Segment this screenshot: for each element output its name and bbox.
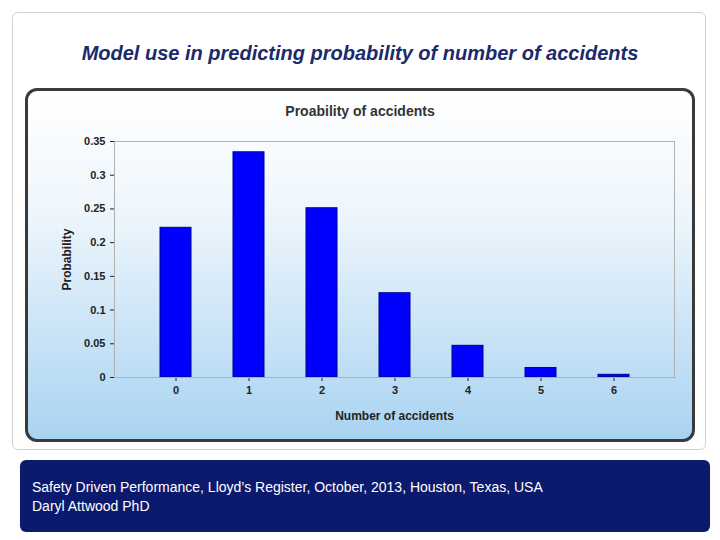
svg-text:1: 1 xyxy=(246,384,252,396)
svg-text:6: 6 xyxy=(611,384,617,396)
svg-text:0: 0 xyxy=(173,384,179,396)
html-text:Daryl Attwood PhD: Daryl Attwood PhD xyxy=(32,498,150,514)
svg-text:4: 4 xyxy=(465,384,472,396)
html-text:Proability of accidents: Proability of accidents xyxy=(285,103,435,119)
svg-text:3: 3 xyxy=(392,384,398,396)
svg-text:2: 2 xyxy=(319,384,325,396)
html-text:Safety Driven Performance, Llo: Safety Driven Performance, Lloyd’s Regis… xyxy=(32,479,543,495)
svg-text:Number of accidents: Number of accidents xyxy=(335,409,454,423)
svg-text:0.05: 0.05 xyxy=(84,337,105,349)
svg-text:0.1: 0.1 xyxy=(90,304,105,316)
html-text:Model use in predicting probab: Model use in predicting probability of n… xyxy=(81,42,639,64)
svg-text:0.25: 0.25 xyxy=(84,202,105,214)
svg-text:0.15: 0.15 xyxy=(84,270,105,282)
svg-text:Probability: Probability xyxy=(60,228,74,290)
svg-text:0: 0 xyxy=(99,371,105,383)
svg-text:0.2: 0.2 xyxy=(90,236,105,248)
svg-text:5: 5 xyxy=(538,384,544,396)
svg-text:0.35: 0.35 xyxy=(84,135,105,147)
svg-text:0.3: 0.3 xyxy=(90,169,105,181)
